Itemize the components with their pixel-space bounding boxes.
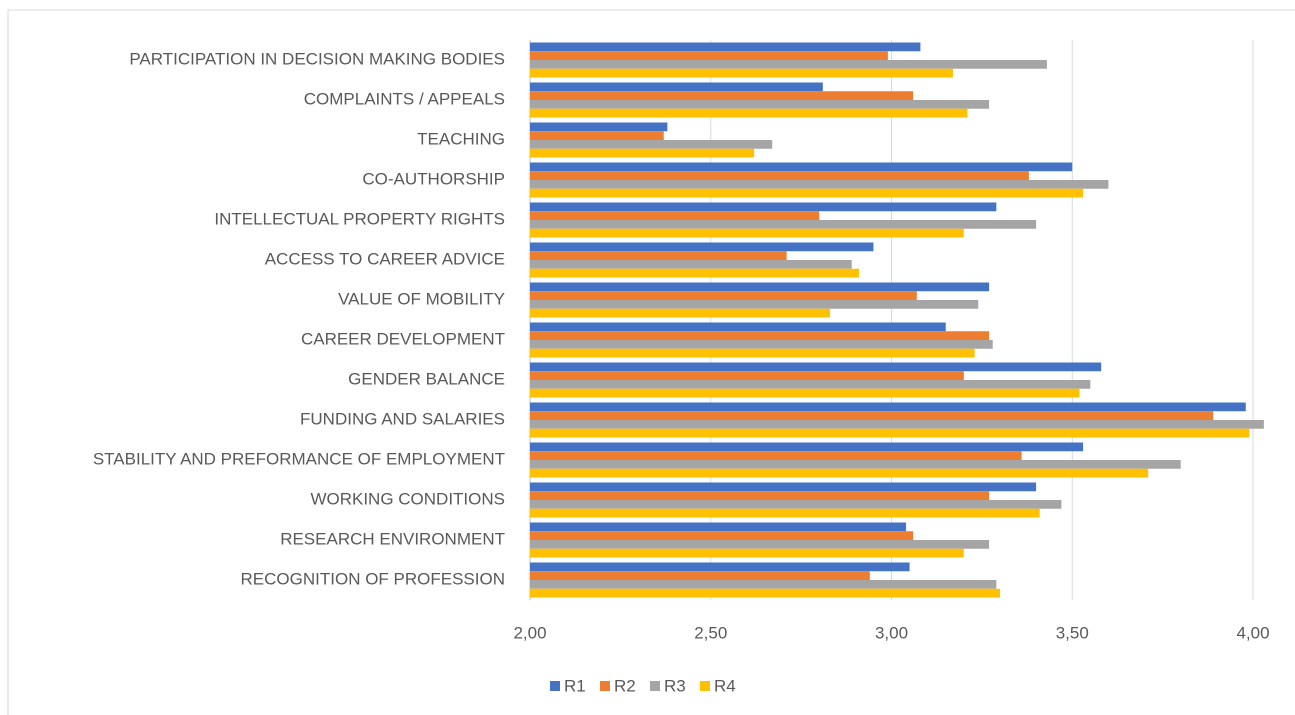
bar: [530, 60, 1047, 69]
bar: [530, 362, 1102, 372]
x-tick-label: 4,00: [1236, 623, 1269, 642]
bar: [530, 340, 993, 349]
bar: [530, 522, 906, 532]
bar: [530, 202, 997, 212]
bar: [530, 411, 1214, 420]
legend-label: R3: [664, 676, 686, 695]
bar: [530, 468, 1149, 478]
y-tick-label: TEACHING: [417, 129, 505, 148]
bar: [530, 180, 1109, 189]
bar: [530, 571, 870, 580]
bar: [530, 51, 888, 60]
y-tick-label: VALUE OF MOBILITY: [338, 289, 505, 308]
y-tick-label: ACCESS TO CAREER ADVICE: [265, 249, 505, 268]
bar: [530, 220, 1037, 229]
bar: [530, 420, 1264, 429]
bar: [530, 371, 964, 380]
y-tick-label: RESEARCH ENVIRONMENT: [280, 529, 505, 548]
legend-swatch: [650, 681, 660, 691]
bar: [530, 322, 946, 332]
bar: [530, 308, 831, 318]
x-tick-label: 3,50: [1056, 623, 1089, 642]
y-tick-label: COMPLAINTS / APPEALS: [304, 89, 505, 108]
bar: [530, 68, 953, 78]
y-tick-label: FUNDING AND SALARIES: [300, 409, 505, 428]
y-tick-label: WORKING CONDITIONS: [310, 489, 505, 508]
chart-border: [7, 9, 1295, 715]
bar: [530, 380, 1091, 389]
bar: [530, 331, 990, 340]
bar: [530, 500, 1062, 509]
bar: [530, 588, 1000, 598]
y-tick-label: CAREER DEVELOPMENT: [301, 329, 505, 348]
bar: [530, 548, 964, 558]
bar: [530, 388, 1080, 398]
bar: [530, 491, 990, 500]
bar: [530, 211, 820, 220]
bar: [530, 228, 964, 238]
bar: [530, 562, 910, 572]
bar: [530, 242, 874, 252]
bar: [530, 171, 1029, 180]
bar: [530, 260, 852, 269]
bar: [530, 251, 787, 260]
legend-label: R1: [564, 676, 586, 695]
bar: [530, 460, 1181, 469]
bar: [530, 42, 921, 52]
x-tick-label: 2,50: [694, 623, 727, 642]
bar: [530, 442, 1084, 452]
bar: [530, 91, 914, 100]
bar: [530, 451, 1022, 460]
legend-swatch: [550, 681, 560, 691]
legend-label: R2: [614, 676, 636, 695]
y-tick-label: STABILITY AND PREFORMANCE OF EMPLOYMENT: [93, 449, 505, 468]
y-tick-label: RECOGNITION OF PROFESSION: [241, 569, 505, 588]
bar: [530, 580, 997, 589]
bar: [530, 188, 1084, 198]
bar: [530, 348, 975, 358]
legend-label: R4: [714, 676, 736, 695]
x-tick-label: 2,00: [513, 623, 546, 642]
bar: [530, 162, 1073, 172]
bar: [530, 140, 773, 149]
bar: [530, 482, 1037, 492]
y-tick-label: CO-AUTHORSHIP: [362, 169, 505, 188]
bar: [530, 108, 968, 118]
bar: [530, 291, 917, 300]
y-tick-label: PARTICIPATION IN DECISION MAKING BODIES: [129, 49, 505, 68]
bar: [530, 282, 990, 292]
bar: [530, 82, 823, 92]
bar: [530, 100, 990, 109]
x-tick-label: 3,00: [875, 623, 908, 642]
legend-swatch: [700, 681, 710, 691]
bar: [530, 148, 755, 158]
bar: [530, 268, 859, 278]
bar: [530, 402, 1246, 412]
bar: [530, 428, 1250, 438]
bar: [530, 508, 1040, 518]
y-tick-label: GENDER BALANCE: [348, 369, 505, 388]
bar: [530, 540, 990, 549]
bar: [530, 300, 979, 309]
bar: [530, 531, 914, 540]
bar: [530, 122, 668, 132]
y-tick-label: INTELLECTUAL PROPERTY RIGHTS: [214, 209, 505, 228]
bar: [530, 131, 664, 140]
legend-swatch: [600, 681, 610, 691]
